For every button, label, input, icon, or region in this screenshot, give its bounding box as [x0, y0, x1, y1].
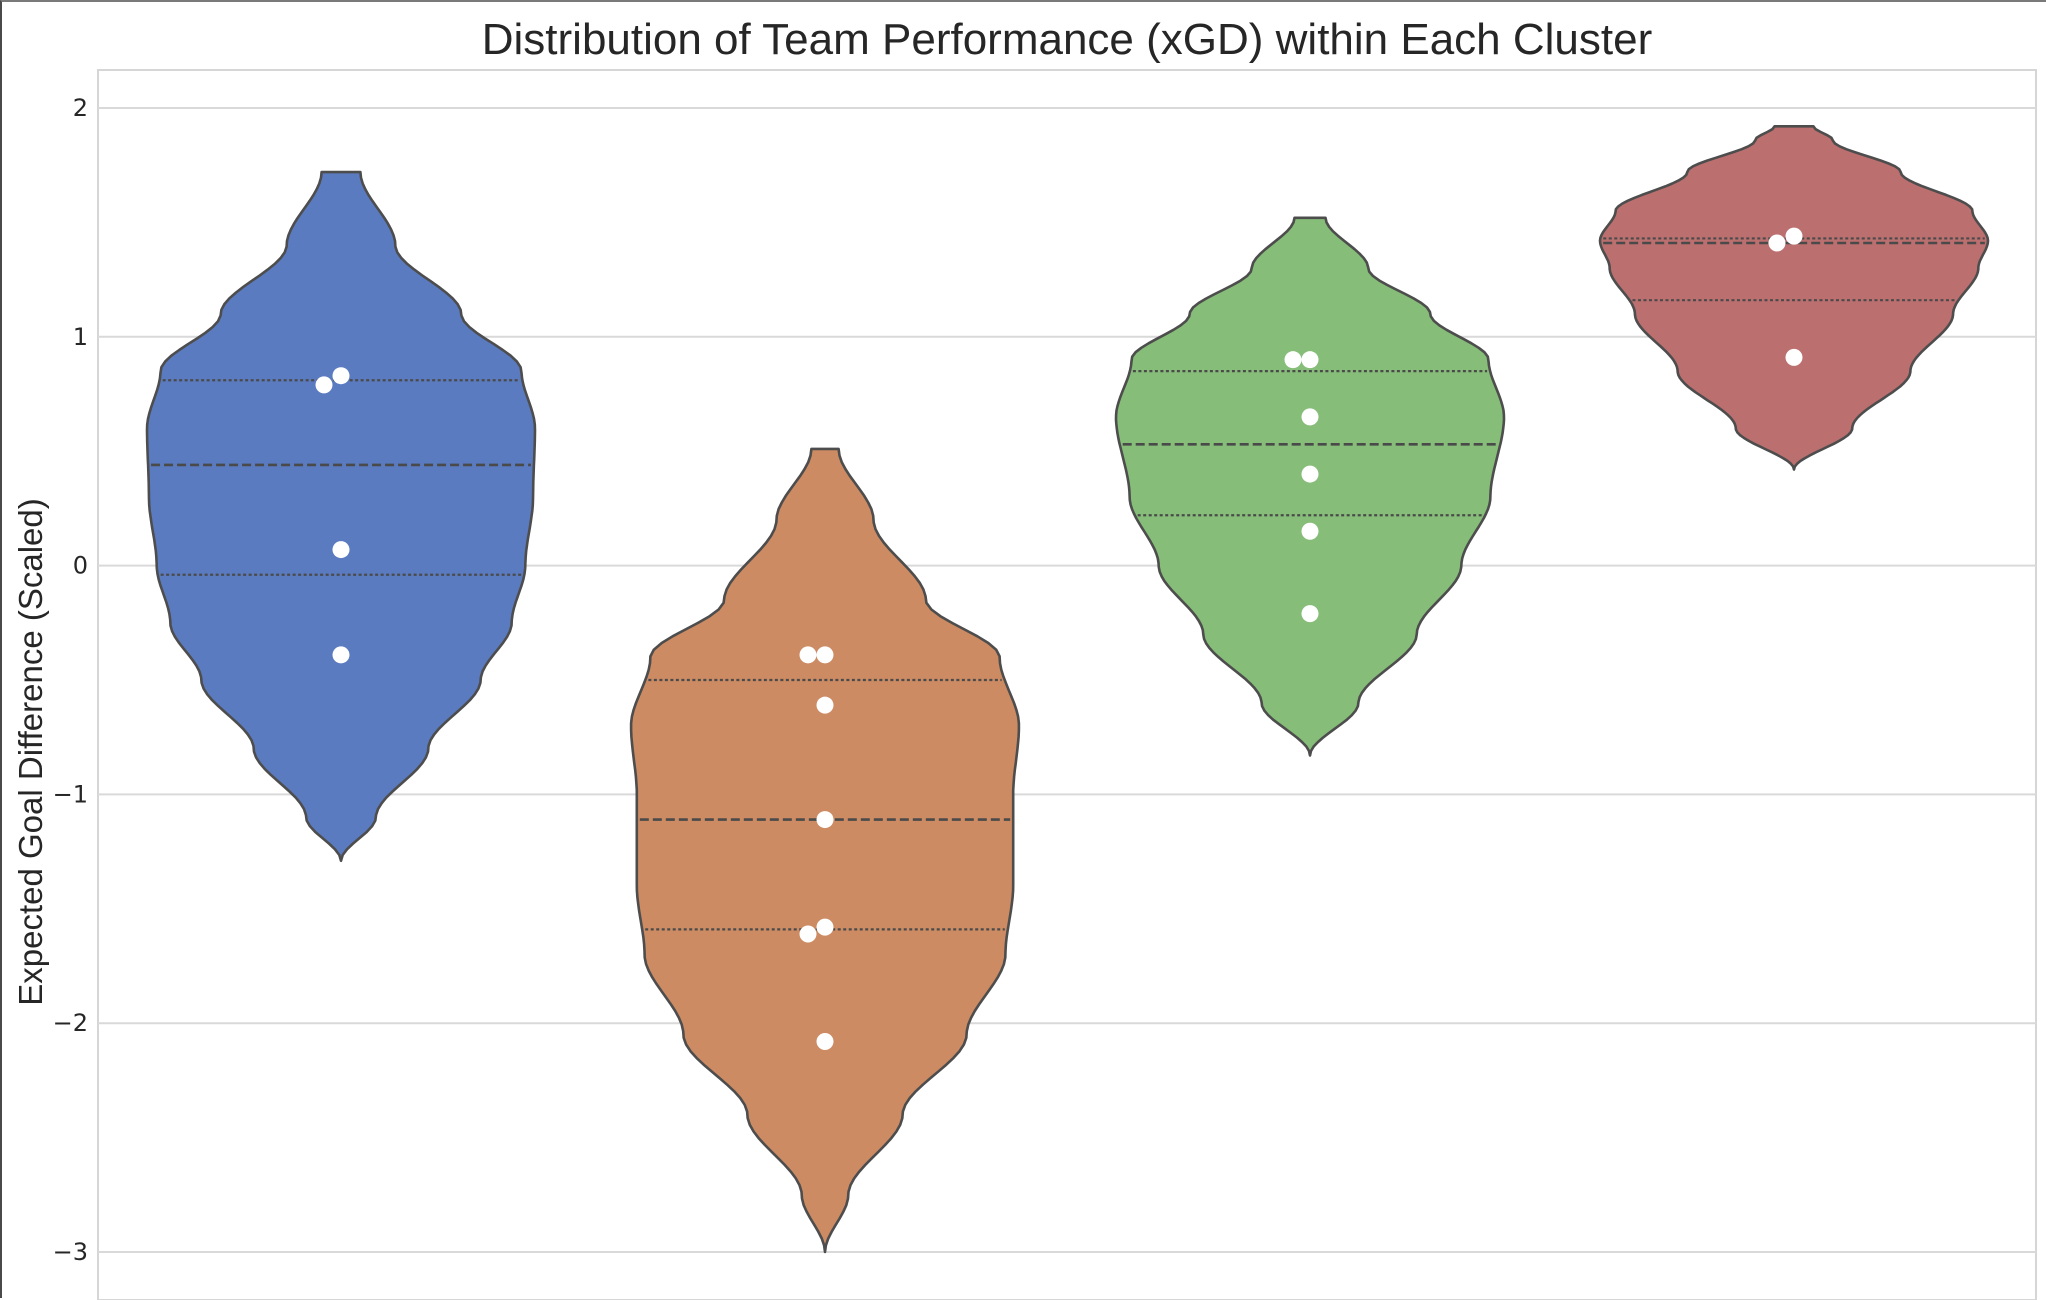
y-tick-label: −3 [53, 1238, 88, 1266]
violin-group [145, 170, 537, 863]
violin-group [629, 447, 1021, 1254]
violins [145, 125, 1990, 1254]
violin-group [1114, 216, 1506, 757]
data-point [816, 696, 834, 714]
data-point [816, 918, 834, 936]
violin-group [1598, 125, 1990, 471]
data-point [799, 925, 817, 943]
y-tick-label: −1 [53, 780, 88, 808]
data-point [332, 367, 350, 385]
data-point [1785, 227, 1803, 245]
violin-body [1114, 216, 1506, 757]
y-axis-ticks: 2 1 0 −1 −2 −3 [53, 94, 88, 1266]
data-point [1768, 234, 1786, 252]
data-point [1301, 605, 1319, 623]
chart-title: Distribution of Team Performance (xGD) w… [482, 15, 1653, 64]
data-point [816, 646, 834, 664]
data-point [1301, 351, 1319, 369]
y-tick-label: 0 [73, 552, 88, 580]
y-tick-label: 2 [73, 94, 88, 122]
data-point [332, 646, 350, 664]
violin-body [629, 447, 1021, 1254]
data-point [1785, 348, 1803, 366]
data-point [1301, 465, 1319, 483]
data-point [816, 811, 834, 829]
data-point [799, 646, 817, 664]
y-axis-label: Expected Goal Difference (Scaled) [12, 498, 49, 1006]
data-point [1301, 408, 1319, 426]
data-point [1301, 522, 1319, 540]
violin-body [1598, 125, 1990, 471]
violin-body [145, 170, 537, 863]
data-point [315, 376, 333, 394]
data-point [1284, 351, 1302, 369]
data-point [332, 541, 350, 559]
y-tick-label: 1 [73, 323, 88, 351]
data-point [816, 1033, 834, 1051]
y-tick-label: −2 [53, 1009, 88, 1037]
